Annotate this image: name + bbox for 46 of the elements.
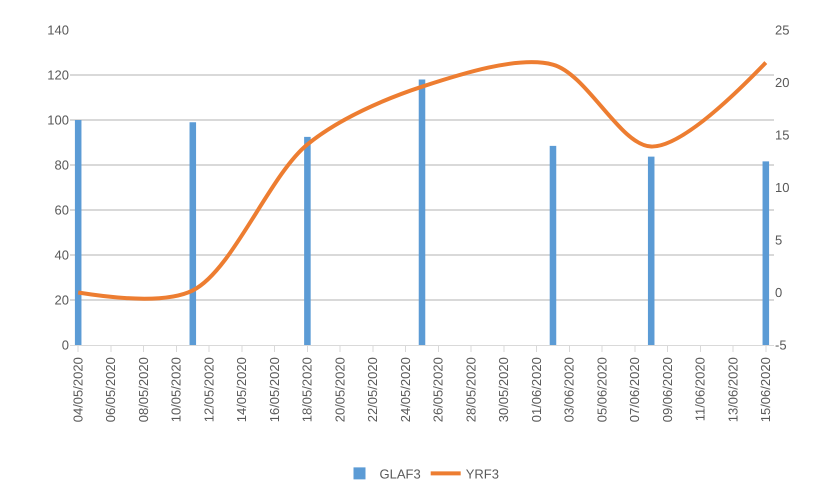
x-tick-label: 01/06/2020 xyxy=(528,357,544,422)
y2-tick-label: 15 xyxy=(775,128,790,143)
y-tick-label: 140 xyxy=(47,22,69,38)
x-tick-label: 05/06/2020 xyxy=(594,357,610,422)
bar xyxy=(304,136,311,345)
x-tick-label: 16/05/2020 xyxy=(266,357,282,422)
y2-tick-label: 25 xyxy=(775,22,790,38)
legend-label: GLAF3 xyxy=(380,466,421,482)
legend-label: YRF3 xyxy=(466,466,499,482)
x-tick-label: 11/06/2020 xyxy=(692,357,708,422)
x-tick-label: 04/05/2020 xyxy=(70,357,86,422)
y-tick-label: 40 xyxy=(54,248,69,263)
y-tick-label: 120 xyxy=(47,68,69,83)
x-tick-label: 07/06/2020 xyxy=(627,357,642,422)
x-tick-label: 13/06/2020 xyxy=(725,357,740,422)
bar xyxy=(190,122,196,345)
y-tick-label: 60 xyxy=(54,202,69,218)
y2-tick-label: 0 xyxy=(775,285,782,300)
y-tick-label: 0 xyxy=(62,338,69,353)
y2-tick-label: 10 xyxy=(775,180,790,196)
bar xyxy=(74,120,82,345)
x-tick-label: 18/05/2020 xyxy=(300,357,315,422)
y2-tick-label: 20 xyxy=(775,75,790,90)
bar xyxy=(418,80,426,345)
x-tick-label: 20/05/2020 xyxy=(332,357,348,422)
x-tick-label: 12/05/2020 xyxy=(201,357,216,422)
y2-tick-label: -5 xyxy=(775,338,787,353)
y2-tick-label: 5 xyxy=(775,232,782,248)
x-tick-label: 24/05/2020 xyxy=(398,357,413,422)
y-tick-label: 100 xyxy=(47,112,69,128)
x-tick-label: 06/05/2020 xyxy=(103,357,118,422)
x-tick-label: 30/05/2020 xyxy=(496,357,512,422)
x-tick-label: 26/05/2020 xyxy=(430,357,446,422)
y-tick-label: 20 xyxy=(54,292,69,308)
bar xyxy=(550,146,556,345)
x-tick-label: 10/05/2020 xyxy=(168,357,184,422)
x-tick-label: 14/05/2020 xyxy=(234,357,250,422)
x-tick-label: 08/05/2020 xyxy=(136,357,151,422)
x-tick-label: 09/06/2020 xyxy=(660,357,675,422)
x-tick-label: 28/05/2020 xyxy=(463,357,478,422)
x-tick-label: 03/06/2020 xyxy=(562,357,577,422)
x-tick-label: 22/05/2020 xyxy=(365,357,380,422)
bar xyxy=(762,161,770,345)
x-tick-label: 15/06/2020 xyxy=(758,357,774,422)
bar xyxy=(648,156,654,345)
y-tick-label: 80 xyxy=(54,158,69,173)
